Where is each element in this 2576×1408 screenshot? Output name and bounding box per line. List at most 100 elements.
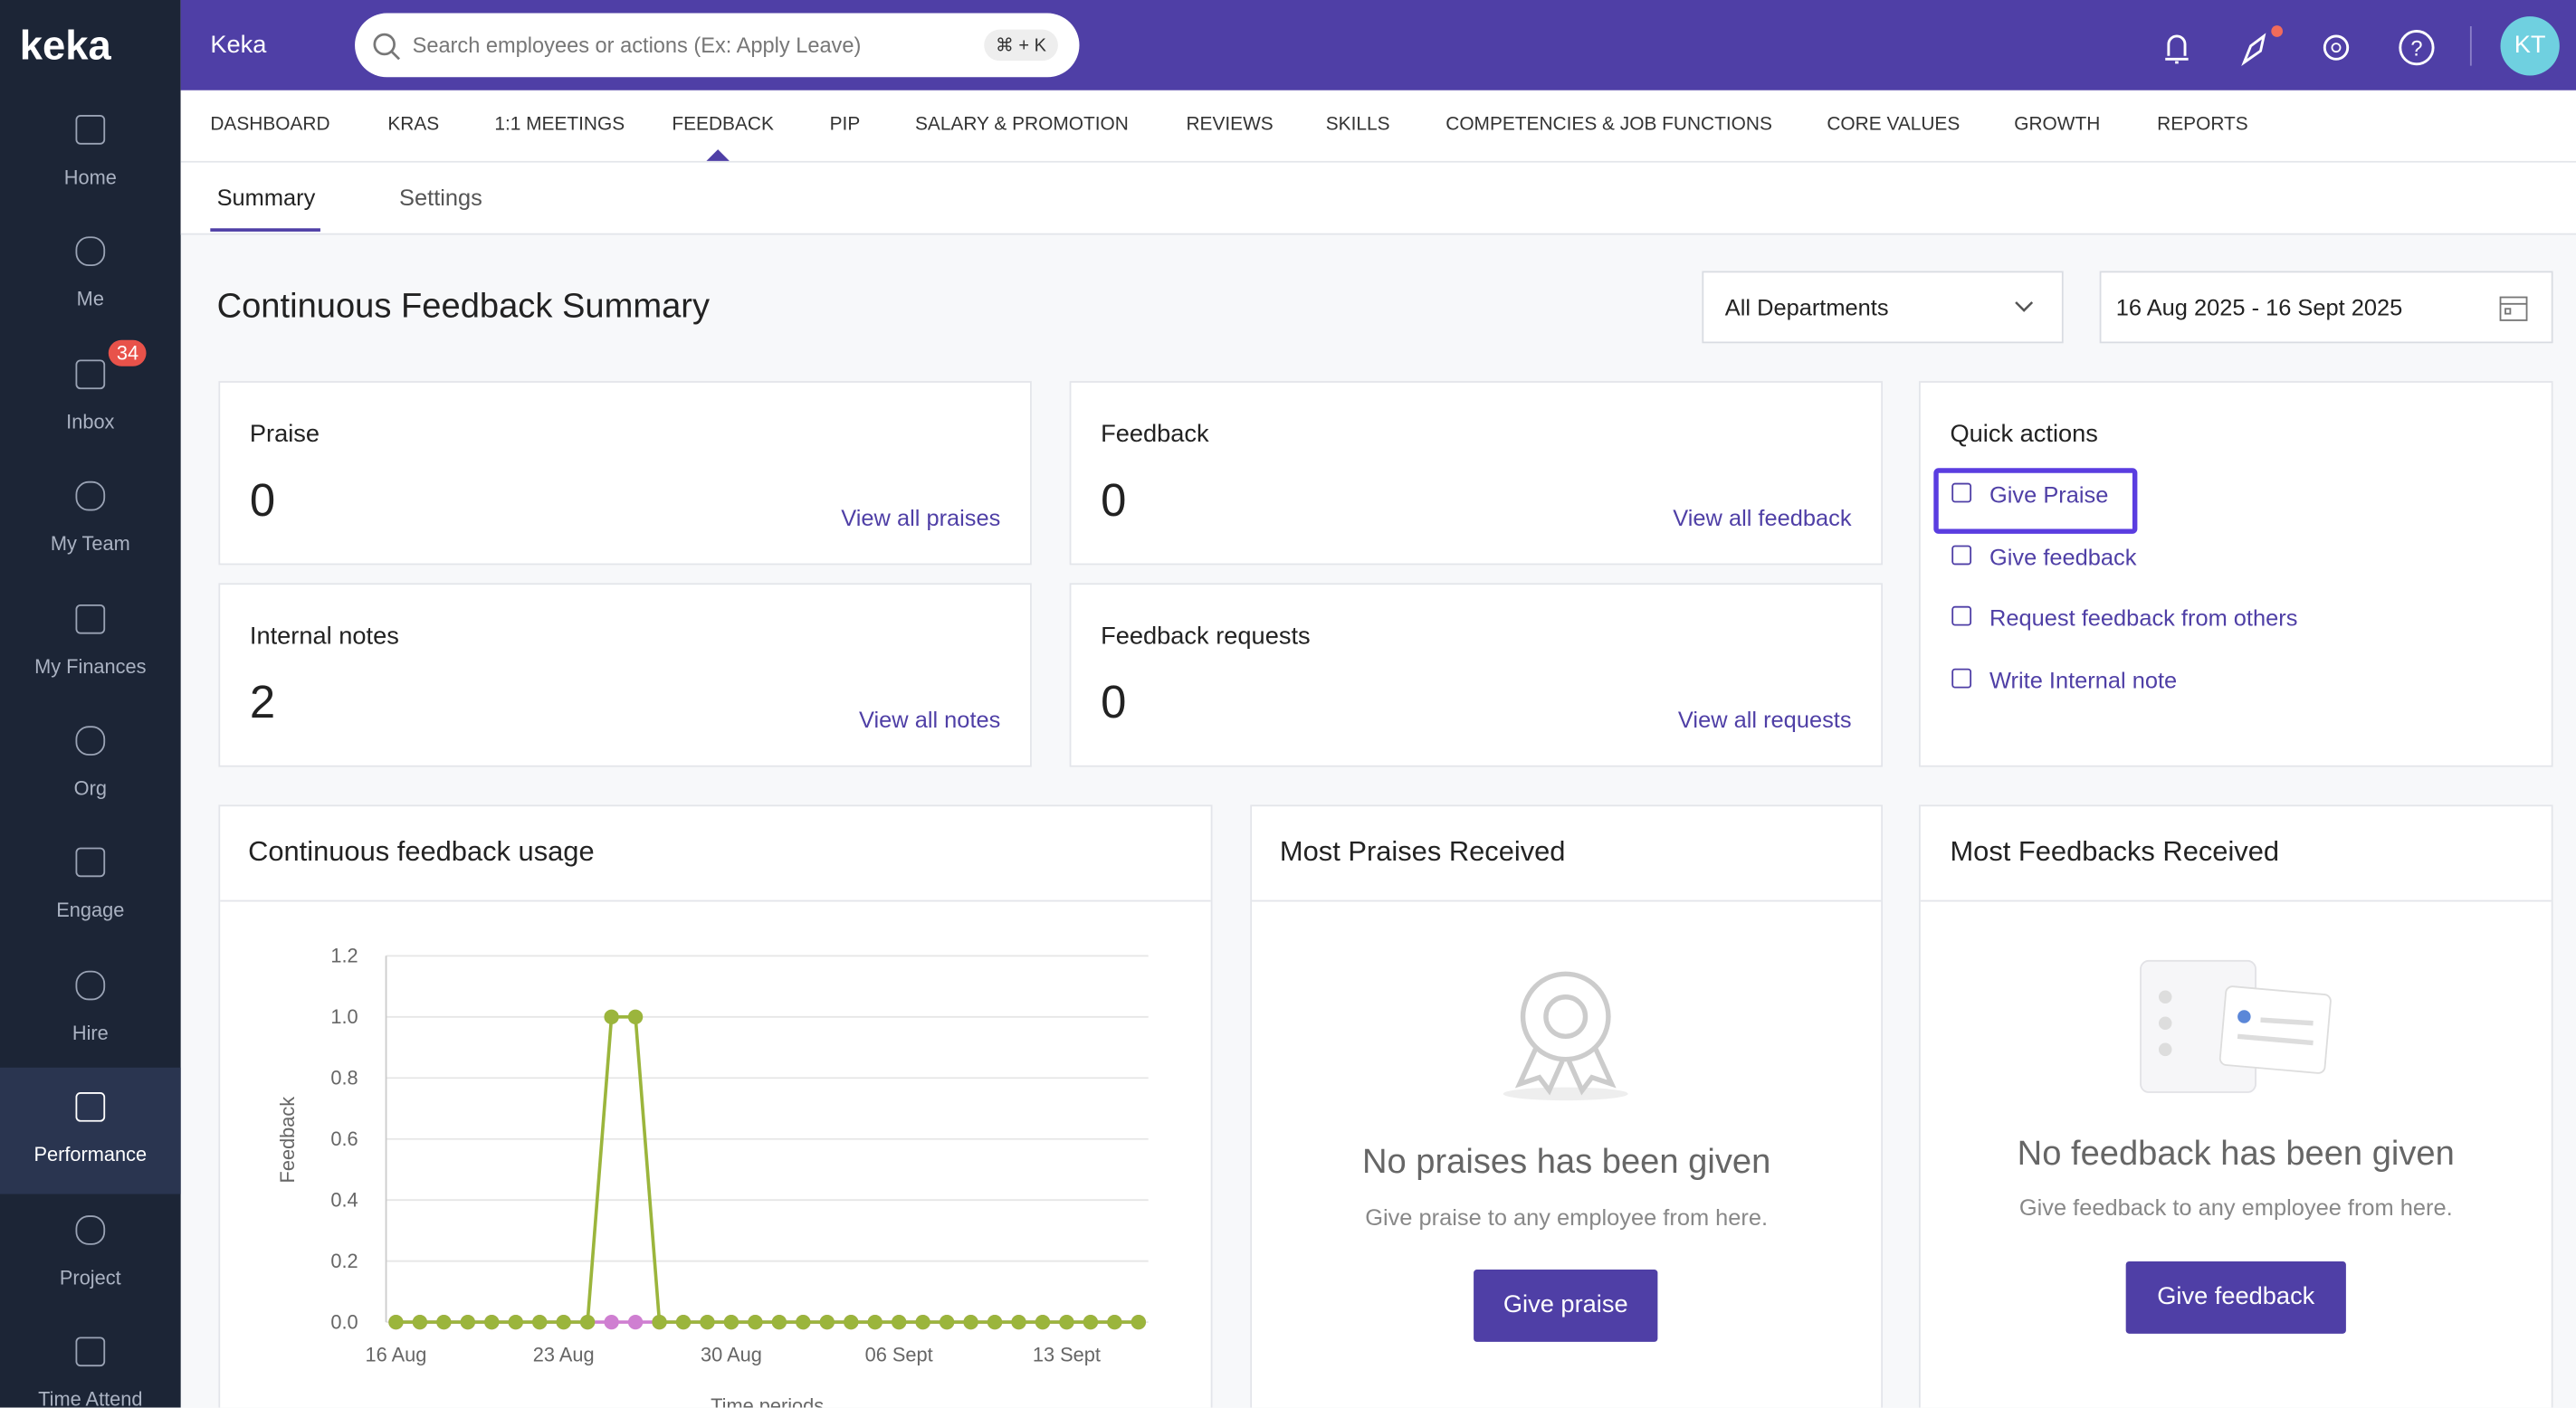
sidebar-label[interactable]: Me xyxy=(76,288,104,311)
rocket-icon[interactable] xyxy=(2241,33,2266,66)
data-point xyxy=(939,1314,955,1330)
nav-item[interactable]: COMPETENCIES & JOB FUNCTIONS xyxy=(1445,115,1772,135)
nav-item[interactable]: REVIEWS xyxy=(1186,115,1274,135)
nav-item[interactable]: SKILLS xyxy=(1325,115,1390,135)
sidebar-label[interactable]: Inbox xyxy=(66,410,115,433)
tab[interactable]: Summary xyxy=(216,184,316,211)
sidebar-label[interactable]: Engage xyxy=(56,899,125,922)
empty-text: Give feedback to any employee from here. xyxy=(2018,1194,2453,1221)
sidebar-icon[interactable] xyxy=(75,115,106,145)
sidebar-icon[interactable] xyxy=(75,726,106,756)
sidebar-label[interactable]: Org xyxy=(73,776,107,800)
data-point xyxy=(1107,1314,1122,1330)
y-axis-label: Feedback xyxy=(276,1097,299,1184)
card-title: Feedback xyxy=(1101,420,1209,449)
quick-action[interactable]: Request feedback from others xyxy=(1989,604,2298,631)
sidebar-icon[interactable] xyxy=(75,970,106,1000)
y-tick-label: 0.0 xyxy=(330,1310,358,1333)
nav-item[interactable]: 1:1 MEETINGS xyxy=(494,115,625,135)
quick-action-icon xyxy=(1951,544,1972,565)
sidebar-label[interactable]: Project xyxy=(59,1265,121,1289)
settings-icon[interactable] xyxy=(2323,34,2350,61)
nav-item[interactable]: GROWTH xyxy=(2014,115,2101,135)
org-name: Keka xyxy=(210,31,267,60)
nav-item[interactable]: DASHBOARD xyxy=(210,115,330,135)
x-tick-label: 23 Aug xyxy=(533,1344,595,1366)
nav-item[interactable]: REPORTS xyxy=(2157,115,2248,135)
nav-item[interactable]: CORE VALUES xyxy=(1827,115,1961,135)
quick-actions-card: Quick actions xyxy=(1918,381,2553,767)
card-link[interactable]: View all requests xyxy=(1677,706,1852,733)
sidebar-icon[interactable] xyxy=(75,604,106,633)
summary-card: Feedback requests 0 View all requests xyxy=(1069,583,1884,767)
sidebar-label[interactable]: Home xyxy=(63,166,117,189)
card-count: 0 xyxy=(1101,676,1127,728)
give-praise-button[interactable]: Give praise xyxy=(1474,1270,1658,1342)
data-point xyxy=(700,1314,715,1330)
x-axis-label: Time periods xyxy=(711,1394,824,1408)
focus-outline xyxy=(1933,468,2138,534)
data-point xyxy=(652,1314,667,1330)
nav-item[interactable]: FEEDBACK xyxy=(672,115,774,135)
nav-item[interactable]: SALARY & PROMOTION xyxy=(914,115,1129,135)
y-tick-label: 0.4 xyxy=(330,1188,358,1211)
data-point xyxy=(987,1314,1003,1330)
data-point xyxy=(723,1314,739,1330)
data-point xyxy=(436,1314,452,1330)
sidebar-label[interactable]: Time Attend xyxy=(38,1387,143,1408)
data-point xyxy=(604,1314,619,1330)
data-point xyxy=(604,1009,619,1024)
sidebar-icon[interactable] xyxy=(75,848,106,878)
card-title: Internal notes xyxy=(249,622,399,651)
sidebar-icon[interactable] xyxy=(75,359,106,389)
x-tick-label: 30 Aug xyxy=(701,1344,762,1366)
data-point xyxy=(579,1314,596,1330)
tab-underline xyxy=(210,228,320,232)
sidebar-icon[interactable] xyxy=(75,1337,106,1367)
data-point xyxy=(819,1314,835,1330)
top-nav xyxy=(180,90,2576,163)
sidebar-icon[interactable] xyxy=(75,1092,106,1123)
department-select[interactable]: All Departments xyxy=(1702,271,2064,344)
tab[interactable]: Settings xyxy=(399,184,482,211)
nav-item[interactable]: PIP xyxy=(829,115,861,135)
data-point xyxy=(627,1314,644,1330)
card-count: 0 xyxy=(249,474,276,526)
summary-card: Praise 0 View all praises xyxy=(218,381,1032,566)
data-point xyxy=(844,1314,859,1330)
card-title: Continuous feedback usage xyxy=(248,835,595,868)
sidebar-icon[interactable] xyxy=(75,481,106,511)
sidebar-label[interactable]: Hire xyxy=(72,1021,109,1045)
quick-action[interactable]: Give feedback xyxy=(1989,542,2137,569)
quick-action-icon xyxy=(1951,667,1972,688)
sidebar-icon[interactable] xyxy=(75,1214,106,1245)
card-link[interactable]: View all praises xyxy=(841,504,1001,531)
data-point xyxy=(867,1314,883,1330)
sidebar-label[interactable]: My Team xyxy=(50,532,130,556)
quick-action[interactable]: Give Praise xyxy=(1989,480,2109,508)
date-range[interactable]: 16 Aug 2025 - 16 Sept 2025 xyxy=(2099,271,2553,344)
search-box[interactable]: Search employees or actions (Ex: Apply L… xyxy=(355,13,1080,78)
notifications-icon[interactable] xyxy=(2165,34,2189,64)
summary-card: Internal notes 2 View all notes xyxy=(218,583,1032,767)
card-link[interactable]: View all feedback xyxy=(1673,504,1852,531)
avatar[interactable]: KT xyxy=(2500,16,2560,76)
data-point xyxy=(796,1314,811,1330)
help-icon[interactable] xyxy=(2399,30,2435,66)
nav-item[interactable]: KRAS xyxy=(387,115,440,135)
sidebar-icon[interactable] xyxy=(75,237,106,267)
card-count: 0 xyxy=(1101,474,1127,526)
y-tick-label: 1.2 xyxy=(330,945,358,967)
quick-action[interactable]: Write Internal note xyxy=(1989,666,2178,693)
card-title: Feedback requests xyxy=(1101,622,1311,651)
card-count: 2 xyxy=(249,676,276,728)
data-point xyxy=(771,1314,787,1330)
y-tick-label: 1.0 xyxy=(330,1005,358,1028)
give-feedback-button[interactable]: Give feedback xyxy=(2125,1261,2346,1334)
praise-illustration xyxy=(1503,971,1628,1101)
card-link[interactable]: View all notes xyxy=(859,706,1001,733)
data-point xyxy=(1083,1314,1099,1330)
sidebar-label[interactable]: My Finances xyxy=(34,654,147,678)
sidebar-label[interactable]: Performance xyxy=(33,1143,148,1167)
